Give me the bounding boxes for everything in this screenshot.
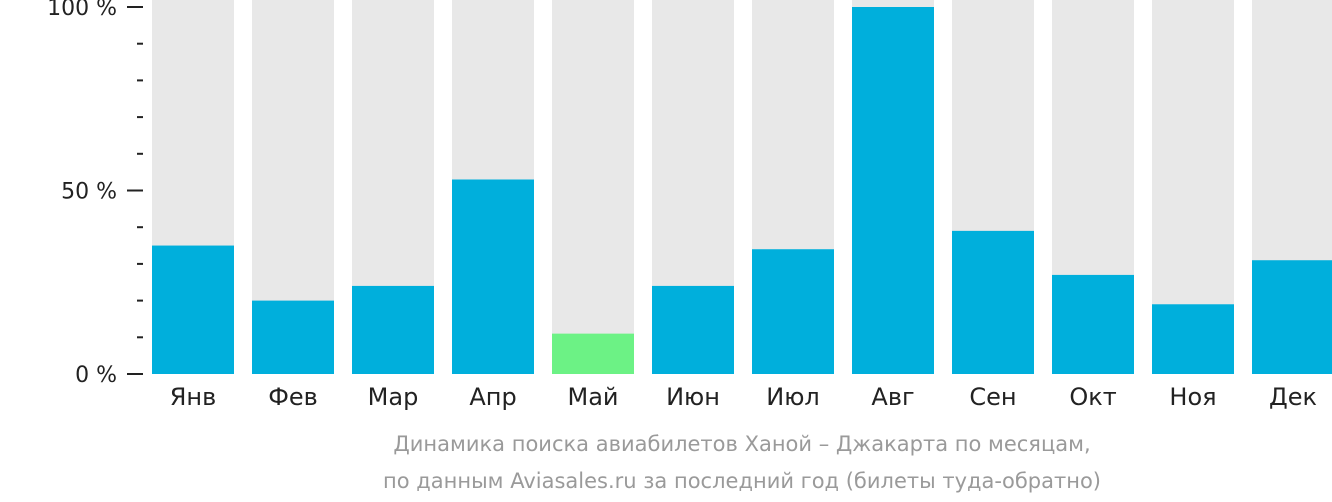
bar-4[interactable] bbox=[452, 179, 534, 374]
bar-6[interactable] bbox=[652, 285, 734, 374]
chart-subtitle: по данным Aviasales.ru за последний год … bbox=[383, 469, 1101, 493]
y-axis: 0 % 50 % 100 % bbox=[47, 0, 143, 388]
x-tick-label-7: Июл bbox=[766, 383, 820, 411]
bar-12[interactable] bbox=[1252, 260, 1332, 374]
x-tick-label-9: Сен bbox=[969, 383, 1016, 411]
bar-2[interactable] bbox=[252, 300, 334, 374]
x-tick-label-3: Мар bbox=[368, 383, 419, 411]
bar-9[interactable] bbox=[952, 230, 1034, 374]
bar-7[interactable] bbox=[752, 249, 834, 374]
x-tick-label-4: Апр bbox=[469, 383, 516, 411]
y-tick-label: 50 % bbox=[61, 180, 117, 205]
bar-background-5 bbox=[552, 0, 634, 374]
x-tick-label-2: Фев bbox=[268, 383, 318, 411]
x-tick-label-1: Янв bbox=[170, 383, 217, 411]
x-tick-label-10: Окт bbox=[1069, 383, 1116, 411]
bar-1[interactable] bbox=[152, 245, 234, 374]
x-tick-label-5: Май bbox=[567, 383, 618, 411]
bar-11[interactable] bbox=[1152, 304, 1234, 374]
y-tick-label: 0 % bbox=[75, 363, 117, 388]
bar-3[interactable] bbox=[352, 285, 434, 374]
x-tick-label-11: Ноя bbox=[1169, 383, 1216, 411]
bar-5[interactable] bbox=[552, 333, 634, 374]
x-tick-label-8: Авг bbox=[871, 383, 914, 411]
bar-8[interactable] bbox=[852, 7, 934, 374]
chart-title: Динамика поиска авиабилетов Ханой – Джак… bbox=[393, 432, 1090, 456]
bars bbox=[152, 0, 1332, 374]
bar-10[interactable] bbox=[1052, 274, 1134, 374]
x-tick-label-6: Июн bbox=[666, 383, 720, 411]
x-axis-labels: Янв Фев Мар Апр Май Июн Июл Авг Сен Окт Ноя Дек bbox=[170, 383, 1317, 411]
y-tick-label: 100 % bbox=[47, 0, 117, 21]
x-tick-label-12: Дек bbox=[1269, 383, 1317, 411]
